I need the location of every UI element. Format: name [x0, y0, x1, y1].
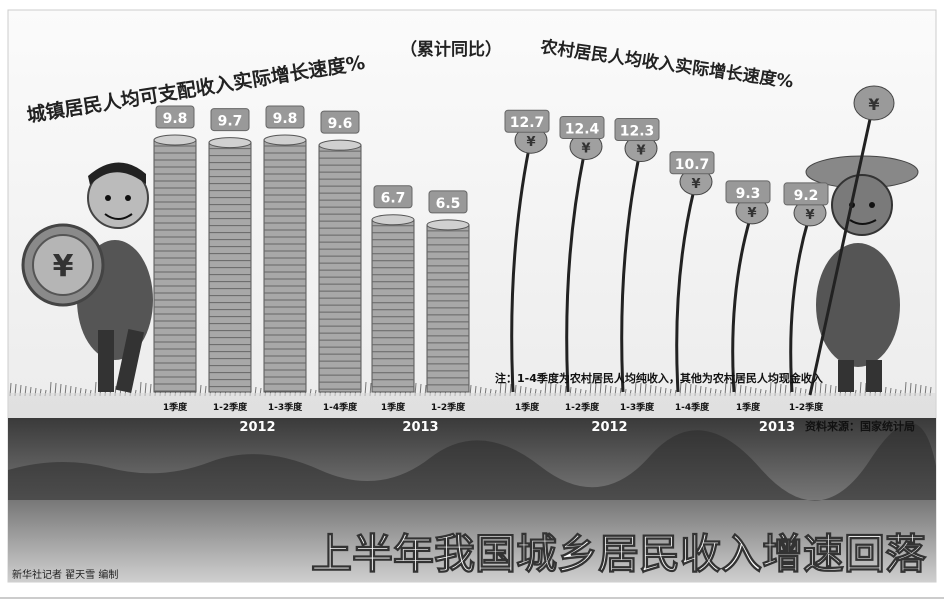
- year-label: 2012: [591, 420, 627, 435]
- yuan-icon: ¥: [747, 206, 756, 221]
- rural-data-label-text: 9.3: [736, 186, 761, 202]
- data-labels: 9.8 9.7 9.8 9.6 6.7 6.5 12.7 12.4 12.3 10.7 9.3 9.2: [155, 105, 829, 214]
- svg-text:¥: ¥: [53, 249, 74, 284]
- bottom-margin: [0, 596, 944, 603]
- urban-bar: [318, 139, 362, 393]
- category-label: 1-2季度: [213, 401, 248, 413]
- urban-data-label: 6.7: [373, 185, 413, 209]
- yuan-icon: ¥: [526, 135, 535, 150]
- urban-data-label-text: 9.6: [328, 116, 353, 132]
- credit-label: 新华社记者 翟天雪 编制: [12, 568, 118, 581]
- rural-bar: ¥: [789, 199, 827, 393]
- urban-coin-bars: [153, 134, 470, 393]
- urban-bar: [263, 134, 307, 393]
- category-label: 1-2季度: [565, 401, 600, 413]
- category-label: 1-4季度: [323, 401, 358, 413]
- category-label: 1季度: [515, 401, 540, 413]
- category-label: 1-2季度: [789, 401, 824, 413]
- chart-subtitle: （累计同比）: [400, 39, 502, 60]
- rural-data-label: 9.2: [783, 182, 829, 206]
- rural-data-label: 10.7: [669, 151, 715, 175]
- urban-data-label-text: 6.5: [436, 196, 461, 212]
- urban-data-label: 9.7: [210, 108, 250, 132]
- rural-bar: ¥: [565, 132, 603, 393]
- rural-data-label-text: 10.7: [675, 157, 710, 173]
- category-label: 1季度: [381, 401, 406, 413]
- year-label: 2013: [402, 420, 438, 435]
- rural-data-label-text: 9.2: [794, 188, 819, 204]
- urban-bar: [426, 219, 470, 393]
- svg-text:¥: ¥: [868, 95, 879, 114]
- rural-data-label-text: 12.4: [565, 121, 600, 137]
- urban-bar: [371, 214, 415, 393]
- yuan-icon: ¥: [636, 144, 645, 159]
- year-label: 2013: [759, 420, 795, 435]
- category-label: 1季度: [736, 401, 761, 413]
- chart-note: 注：1-4季度为农村居民人均纯收入，其他为农村居民人均现金收入: [495, 371, 823, 385]
- category-label: 1-2季度: [431, 401, 466, 413]
- landscape-silhouette: [8, 422, 936, 501]
- urban-data-label: 6.5: [428, 190, 468, 214]
- category-labels: 1季度 1-2季度 1-3季度 1-4季度 1季度 1-2季度 2012 2013 1季度 1-2…: [163, 401, 824, 435]
- headline: 上半年我国城乡居民收入增速回落: [311, 530, 927, 578]
- rural-bar: ¥: [620, 135, 658, 393]
- yuan-icon: ¥: [691, 177, 700, 192]
- category-label: 1-4季度: [675, 401, 710, 413]
- year-label: 2012: [239, 420, 275, 435]
- urban-data-label-text: 6.7: [381, 191, 406, 207]
- urban-data-label: 9.6: [320, 110, 360, 134]
- rural-data-label: 12.7: [504, 109, 550, 133]
- source-label: 资料来源：国家统计局: [805, 419, 915, 433]
- rural-bar: ¥: [510, 126, 548, 393]
- category-label: 1季度: [163, 401, 188, 413]
- yuan-icon: ¥: [805, 208, 814, 223]
- category-label: 1-3季度: [620, 401, 655, 413]
- category-strip: [8, 393, 936, 418]
- yuan-icon: ¥: [581, 141, 590, 156]
- yuan-leaf-icon: ¥: [853, 85, 895, 121]
- urban-data-label-text: 9.8: [163, 111, 188, 127]
- rural-data-label: 12.4: [559, 115, 605, 139]
- rural-data-label-text: 12.3: [620, 124, 655, 140]
- urban-bar: [208, 137, 252, 393]
- category-label: 1-3季度: [268, 401, 303, 413]
- farmer-illustration: [805, 109, 919, 396]
- rural-data-label: 12.3: [614, 118, 660, 142]
- rural-data-label: 9.3: [725, 180, 771, 204]
- rural-stem-bars: ¥ ¥ ¥ ¥ ¥ ¥: [510, 126, 827, 393]
- yuan-coin-icon: ¥: [21, 223, 105, 307]
- urban-data-label: 9.8: [155, 105, 195, 129]
- rural-data-label-text: 12.7: [510, 115, 545, 131]
- urban-bar: [153, 134, 197, 393]
- urban-data-label-text: 9.7: [218, 114, 243, 130]
- urban-data-label: 9.8: [265, 105, 305, 129]
- urban-data-label-text: 9.8: [273, 111, 298, 127]
